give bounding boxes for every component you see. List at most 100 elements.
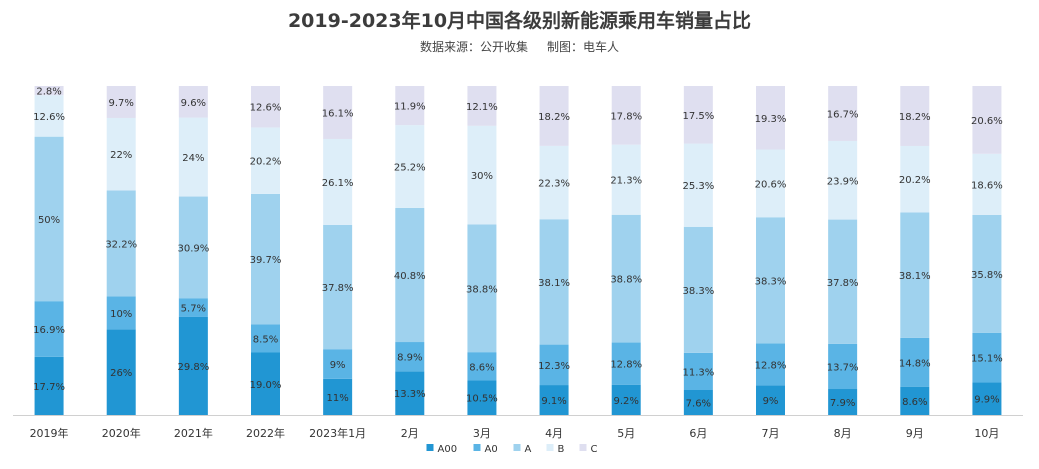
- legend-swatch-a0: [473, 444, 481, 451]
- legend-swatch-b: [546, 444, 554, 451]
- x-tick-label: 2022年: [246, 426, 285, 440]
- bar-segment-c: [756, 86, 785, 150]
- data-label-a0: 5.7%: [181, 304, 206, 315]
- bar-segment-a00: [828, 389, 858, 415]
- data-label-a00: 9.9%: [974, 395, 999, 406]
- data-label-a0: 8.6%: [469, 362, 494, 373]
- bar-segment-a0: [323, 349, 353, 379]
- data-label-c: 18.2%: [899, 112, 931, 123]
- bar-segment-a00: [683, 390, 713, 415]
- data-label-a: 35.8%: [971, 270, 1003, 281]
- bar-segment-a: [828, 219, 858, 344]
- data-label-a: 38.3%: [755, 276, 787, 287]
- data-label-a: 38.1%: [538, 278, 570, 289]
- bar-segment-a00: [323, 378, 353, 415]
- bar-segment-a00: [178, 316, 208, 415]
- bar-segment-c: [972, 86, 1002, 154]
- data-label-a: 38.3%: [682, 286, 714, 297]
- bar-segment-a: [467, 224, 497, 353]
- bar-segment-c: [323, 86, 353, 139]
- x-tick-label: 9月: [906, 427, 924, 440]
- data-label-a: 39.7%: [250, 255, 282, 266]
- bar-segment-a: [34, 136, 64, 302]
- bar-segment-b: [323, 138, 353, 225]
- data-label-a: 38.8%: [466, 284, 498, 295]
- data-label-a0: 16.9%: [33, 325, 65, 336]
- bar-segment-a00: [251, 352, 280, 415]
- bar-segment-c: [611, 86, 641, 145]
- data-label-a: 40.8%: [394, 271, 426, 282]
- bar-segment-c: [178, 86, 208, 118]
- bar-segment-a0: [539, 344, 569, 386]
- data-label-a00: 9.2%: [614, 396, 639, 407]
- data-label-c: 20.6%: [971, 116, 1003, 127]
- bar-segment-b: [34, 95, 64, 137]
- x-tick-label: 2021年: [174, 426, 213, 440]
- data-label-b: 26.1%: [322, 178, 354, 189]
- data-label-a: 38.1%: [899, 271, 931, 282]
- bar-segment-a00: [34, 356, 64, 415]
- bar-segment-a0: [251, 324, 280, 353]
- x-tick-label: 2019年: [30, 426, 69, 440]
- data-label-c: 16.1%: [322, 108, 354, 119]
- data-label-c: 18.2%: [538, 112, 570, 123]
- data-label-a0: 12.8%: [755, 360, 787, 371]
- legend: A00 A0 A B C: [426, 444, 598, 455]
- x-tick-label: 8月: [834, 427, 852, 440]
- x-tick-label: 6月: [689, 427, 707, 440]
- data-label-a0: 13.7%: [827, 362, 859, 373]
- data-label-a: 30.9%: [177, 243, 209, 254]
- bar-segment-b: [395, 125, 425, 208]
- data-label-c: 11.9%: [394, 102, 426, 113]
- data-label-a0: 9%: [330, 360, 346, 371]
- bar-segment-b: [539, 145, 569, 220]
- bar-segment-a: [683, 226, 713, 353]
- bar-segment-a: [106, 190, 136, 297]
- bar-segment-c: [828, 86, 858, 141]
- data-label-c: 19.3%: [755, 114, 787, 125]
- data-label-a0: 15.1%: [971, 354, 1003, 365]
- bar-segment-a0: [34, 301, 64, 357]
- data-label-b: 20.2%: [250, 157, 282, 168]
- bar-segment-a0: [395, 342, 425, 372]
- data-label-a: 37.8%: [827, 278, 859, 289]
- data-label-a: 32.2%: [105, 239, 137, 250]
- data-label-a00: 26%: [110, 368, 132, 379]
- legend-label-a0: A0: [485, 444, 498, 455]
- bar-segment-b: [828, 140, 858, 220]
- legend-label-a00: A00: [438, 444, 458, 455]
- bar-segment-a0: [611, 342, 641, 385]
- bar-segment-a0: [106, 296, 136, 330]
- bar-segment-c: [900, 86, 930, 146]
- bar-segment-a00: [972, 382, 1002, 415]
- data-label-b: 23.9%: [827, 176, 859, 187]
- x-tick-label: 4月: [545, 427, 563, 440]
- bar-segment-a00: [611, 384, 641, 415]
- bar-segment-b: [756, 149, 785, 218]
- bar-segment-b: [178, 117, 208, 197]
- data-label-a0: 8.5%: [253, 335, 278, 346]
- bar-segment-c: [467, 86, 497, 126]
- bar-segment-c: [251, 86, 280, 128]
- x-tick-label: 2020年: [102, 426, 141, 440]
- bar-segment-b: [900, 145, 930, 213]
- data-label-b: 18.6%: [971, 180, 1003, 191]
- bar-segment-a: [539, 219, 569, 345]
- data-label-b: 22.3%: [538, 179, 570, 190]
- bar-segment-a00: [539, 385, 569, 415]
- legend-label-a: A: [525, 444, 532, 455]
- legend-label-c: C: [591, 444, 598, 455]
- bar-segment-c: [34, 86, 64, 96]
- bar-segment-c: [395, 86, 425, 126]
- bar-segment-b: [467, 125, 497, 225]
- bar-segment-b: [683, 143, 713, 227]
- data-label-c: 2.8%: [36, 87, 61, 98]
- legend-swatch-a00: [426, 444, 434, 451]
- bar-segment-b: [972, 153, 1002, 215]
- bar-segment-a0: [683, 352, 713, 390]
- data-label-a00: 13.3%: [394, 389, 426, 400]
- data-label-a00: 8.6%: [902, 397, 927, 408]
- data-label-c: 12.1%: [466, 102, 498, 113]
